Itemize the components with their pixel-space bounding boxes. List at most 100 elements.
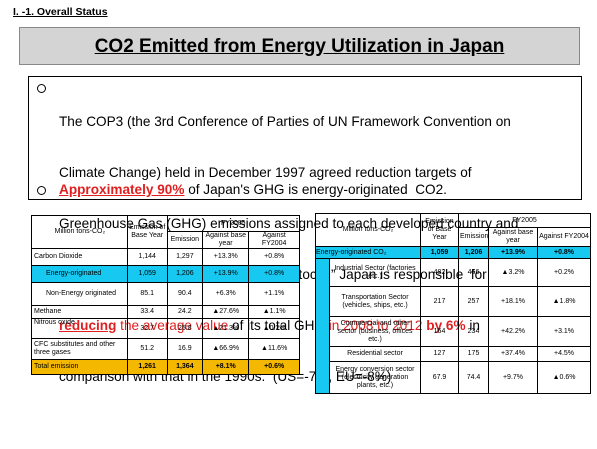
row-label: Nitrous oxide xyxy=(31,318,128,339)
table-row: Methane 33.4 24.2 ▲27.6% ▲1.1% xyxy=(31,305,300,319)
cell-vs-2004: ▲1.1% xyxy=(248,305,300,319)
co2-by-sector-table: Million tons-CO₂ Emission of Base Year F… xyxy=(315,213,592,394)
cell-base: 217 xyxy=(420,286,459,317)
cell-vs-base: ▲3.2% xyxy=(488,258,538,287)
cell-emission: 25.8 xyxy=(166,318,204,339)
cell-base: 51.2 xyxy=(126,338,168,360)
cell-vs-base: +6.3% xyxy=(202,282,250,306)
cell-emission: 90.4 xyxy=(166,282,204,306)
cell-emission: 456 xyxy=(458,258,489,287)
table-row: Residential sector 127 175 +37.4% +4.5% xyxy=(316,346,592,362)
table-row: Nitrous oxide 32.7 25.8 ▲21.3% ▲0.2% xyxy=(31,318,300,339)
row-label: Energy conversion sector (electricity ge… xyxy=(329,361,421,394)
row-label: Carbon Dioxide xyxy=(31,248,128,266)
against-fy2004-header: Against FY2004 xyxy=(536,227,592,247)
row-label: Methane xyxy=(31,305,128,319)
cell-vs-base: +37.4% xyxy=(488,346,538,362)
row-label: Energy-originated xyxy=(31,265,128,283)
cell-emission: 74.4 xyxy=(458,361,489,394)
cell-emission: 234 xyxy=(458,316,489,347)
row-label: CFC substitutes and other three gases xyxy=(31,338,128,360)
cell-emission: 24.2 xyxy=(166,305,204,319)
cell-base: 127 xyxy=(420,346,459,362)
against-fy2004-header: Against FY2004 xyxy=(248,231,300,249)
cell-emission: 1,206 xyxy=(458,246,489,259)
row-label: Commercial and other sector (business, o… xyxy=(329,316,421,347)
table-row: Commercial and other sector (business, o… xyxy=(316,316,592,347)
table-row: Industrial Sector (factories etc.) 482 4… xyxy=(315,258,592,394)
cell-vs-2004: +1.1% xyxy=(248,282,300,306)
cell-vs-base: +13.9% xyxy=(488,246,538,259)
section-label: I. -1. Overall Status xyxy=(13,6,108,18)
cell-vs-base: +9.7% xyxy=(488,361,538,394)
cell-vs-2004: ▲11.6% xyxy=(248,338,300,360)
bullet-circle-icon xyxy=(37,84,46,93)
table-row-highlight: Energy-originated 1,059 1,206 +13.9% +0.… xyxy=(31,265,300,283)
para-line: The COP3 (the 3rd Conference of Parties … xyxy=(59,114,511,129)
cell-base: 482 xyxy=(420,258,459,287)
cell-vs-2004: +0.8% xyxy=(248,265,300,283)
unit-header: Million tons-CO₂ xyxy=(315,213,421,247)
cell-emission: 1,206 xyxy=(166,265,204,283)
cell-vs-base: +18.1% xyxy=(488,286,538,317)
cell-emission: 1,297 xyxy=(166,248,204,266)
cell-base: 1,261 xyxy=(126,359,168,375)
row-label: Energy-originated CO₂ xyxy=(315,246,421,259)
cell-base: 1,059 xyxy=(420,246,459,259)
cell-base: 33.4 xyxy=(126,305,168,319)
table-row-total: Total emission 1,261 1,364 +8.1% +0.6% xyxy=(31,359,300,375)
cell-vs-base: ▲27.6% xyxy=(202,305,250,319)
title-banner: CO2 Emitted from Energy Utilization in J… xyxy=(19,27,580,65)
page-title: CO2 Emitted from Energy Utilization in J… xyxy=(94,36,505,57)
base-year-header: Emission of Base Year xyxy=(126,215,168,249)
row-label: Industrial Sector (factories etc.) xyxy=(329,258,421,287)
cell-base: 85.1 xyxy=(126,282,168,306)
para-line: Climate Change) held in December 1997 ag… xyxy=(59,165,472,180)
fy-header: FY2005 xyxy=(457,213,592,228)
table-row: Energy conversion sector (electricity ge… xyxy=(316,361,592,394)
cell-vs-base: +13.3% xyxy=(202,248,250,266)
bullet-circle-icon xyxy=(37,186,46,195)
table-row: Transportation Sector (vehicles, ships, … xyxy=(316,286,592,317)
row-label: Total emission xyxy=(31,359,128,375)
ghg-emissions-table: Million tons-CO₂ Emission of Base Year F… xyxy=(31,215,301,375)
emission-header: Emission xyxy=(458,227,489,247)
cell-vs-2004: +0.2% xyxy=(536,258,592,287)
cell-base: 32.7 xyxy=(126,318,168,339)
cell-vs-base: ▲21.3% xyxy=(202,318,250,339)
cell-vs-2004: ▲1.8% xyxy=(536,286,592,317)
table-row: CFC substitutes and other three gases 51… xyxy=(31,338,300,360)
cell-emission: 257 xyxy=(458,286,489,317)
cell-emission: 175 xyxy=(458,346,489,362)
cell-vs-2004: ▲0.2% xyxy=(248,318,300,339)
emission-header: Emission xyxy=(166,231,204,249)
cell-base: 1,144 xyxy=(126,248,168,266)
ghg-rest-text: of Japan's GHG is energy-originated CO2. xyxy=(184,182,447,197)
cell-base: 67.9 xyxy=(420,361,459,394)
row-label: Non-Energy originated xyxy=(31,282,128,306)
row-label: Residential sector xyxy=(329,346,421,362)
cell-vs-base: +8.1% xyxy=(202,359,250,375)
fy-header: FY2005 xyxy=(166,215,301,232)
table-row: Carbon Dioxide 1,144 1,297 +13.3% +0.8% xyxy=(31,248,300,266)
cell-emission: 16.9 xyxy=(166,338,204,360)
cell-vs-2004: ▲0.6% xyxy=(536,361,592,394)
against-base-header: Against base year xyxy=(202,231,250,249)
cell-vs-2004: +0.8% xyxy=(536,246,592,259)
cell-vs-2004: +3.1% xyxy=(536,316,592,347)
table-row: Non-Energy originated 85.1 90.4 +6.3% +1… xyxy=(31,282,300,306)
indent-bar xyxy=(315,258,330,394)
cell-vs-base: +13.9% xyxy=(202,265,250,283)
cell-vs-2004: +0.8% xyxy=(248,248,300,266)
ghg-paragraph: Approximately 90% of Japan's GHG is ener… xyxy=(59,181,577,198)
row-label: Transportation Sector (vehicles, ships, … xyxy=(329,286,421,317)
cell-emission: 1,364 xyxy=(166,359,204,375)
unit-header: Million tons-CO₂ xyxy=(31,215,128,249)
table-row-highlight: Energy-originated CO₂ 1,059 1,206 +13.9%… xyxy=(315,246,592,259)
cell-vs-base: ▲66.9% xyxy=(202,338,250,360)
percent-text: Approximately 90% xyxy=(59,182,185,197)
against-base-header: Against base year xyxy=(488,227,538,247)
cell-base: 164 xyxy=(420,316,459,347)
summary-box: The COP3 (the 3rd Conference of Parties … xyxy=(28,76,582,384)
cell-vs-base: +42.2% xyxy=(488,316,538,347)
